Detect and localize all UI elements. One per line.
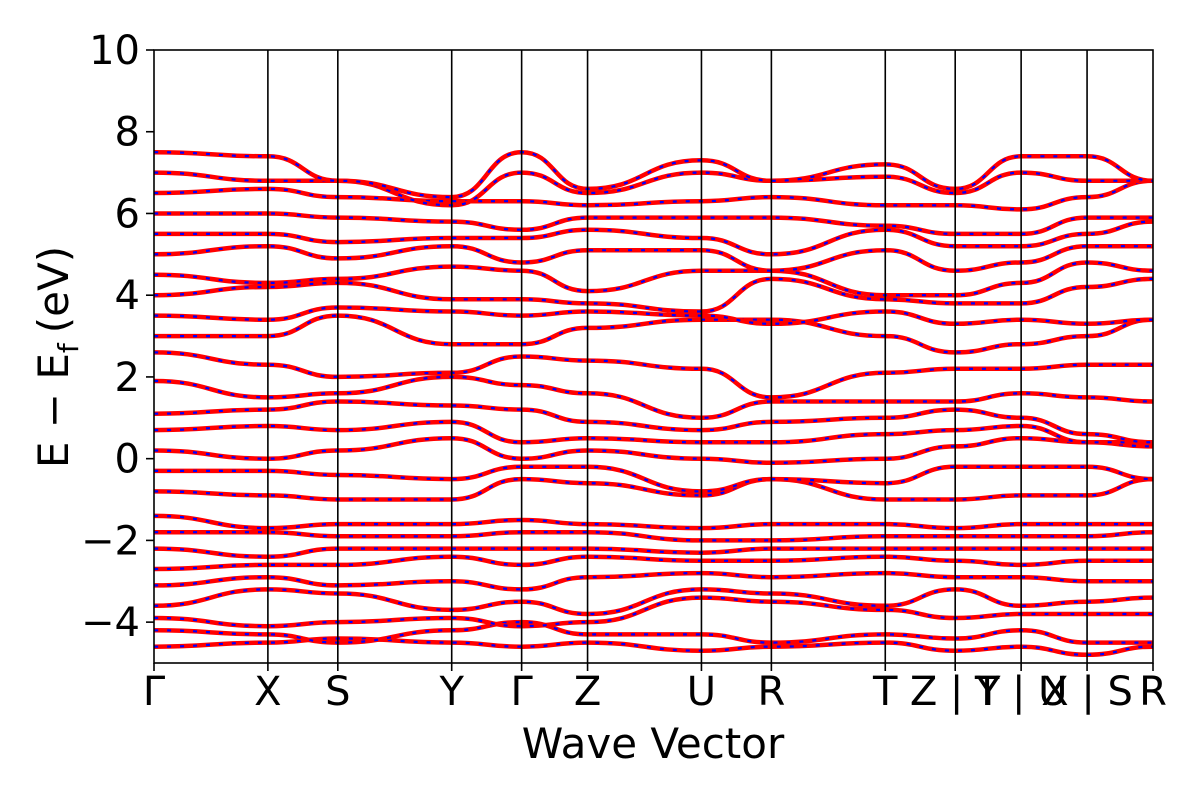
y-axis-title: E − Ef (eV) bbox=[29, 246, 85, 468]
y-axis: −4 −2 0 2 4 6 8 10 bbox=[81, 28, 154, 646]
band-line bbox=[154, 170, 1153, 208]
band-line-dashed bbox=[154, 351, 1153, 399]
plot-frame bbox=[153, 49, 1154, 664]
kpoint-label: X | S bbox=[1041, 669, 1133, 715]
kpoint-label: Y bbox=[438, 669, 464, 715]
band-line bbox=[154, 529, 1153, 543]
y-axis-title-unit: (eV) bbox=[29, 246, 78, 333]
kpoint-label: Γ bbox=[510, 669, 533, 715]
kpoint-label: R bbox=[757, 669, 785, 715]
band-line-dashed bbox=[154, 596, 1153, 628]
y-tick-label: 0 bbox=[115, 437, 140, 483]
y-tick-label: 2 bbox=[115, 355, 140, 401]
kpoint-separators bbox=[267, 50, 1088, 663]
band-line bbox=[154, 211, 1153, 237]
y-axis-title-main: E − E bbox=[29, 353, 78, 468]
kpoint-label: T bbox=[872, 669, 898, 715]
band-line bbox=[154, 464, 1153, 494]
band-line bbox=[154, 554, 1153, 572]
band-line bbox=[154, 546, 1153, 559]
band-line bbox=[154, 243, 1153, 273]
y-tick-label: 6 bbox=[115, 191, 140, 237]
y-tick-label: 10 bbox=[89, 28, 140, 74]
band-line bbox=[154, 570, 1153, 592]
kpoint-label: S bbox=[325, 669, 350, 715]
band-line-dashed bbox=[154, 245, 1153, 272]
kpoint-label: X bbox=[254, 669, 281, 715]
kpoint-label: Z bbox=[574, 669, 601, 715]
y-tick-label: 4 bbox=[115, 273, 140, 319]
kpoint-label: R bbox=[1139, 669, 1167, 715]
band-line bbox=[154, 178, 1153, 212]
band-lines bbox=[154, 149, 1153, 658]
band-line-dashed bbox=[154, 465, 1153, 493]
y-tick-label: 8 bbox=[115, 110, 140, 156]
x-axis-title: Wave Vector bbox=[522, 719, 785, 768]
band-line-dashed bbox=[154, 306, 1153, 325]
band-line bbox=[154, 350, 1153, 400]
band-line bbox=[154, 513, 1153, 531]
y-tick-label: −4 bbox=[81, 600, 140, 646]
kpoint-label: T | U bbox=[974, 669, 1068, 715]
y-tick-label: −2 bbox=[81, 518, 140, 564]
kpoint-label: Z | Y bbox=[910, 669, 1001, 715]
band-line bbox=[154, 587, 1153, 617]
y-axis-title-subscript: f bbox=[52, 342, 85, 353]
kpoint-label: U bbox=[687, 669, 716, 715]
band-line bbox=[154, 260, 1153, 298]
kpoint-label: Γ bbox=[143, 669, 166, 715]
band-line bbox=[154, 374, 1153, 421]
